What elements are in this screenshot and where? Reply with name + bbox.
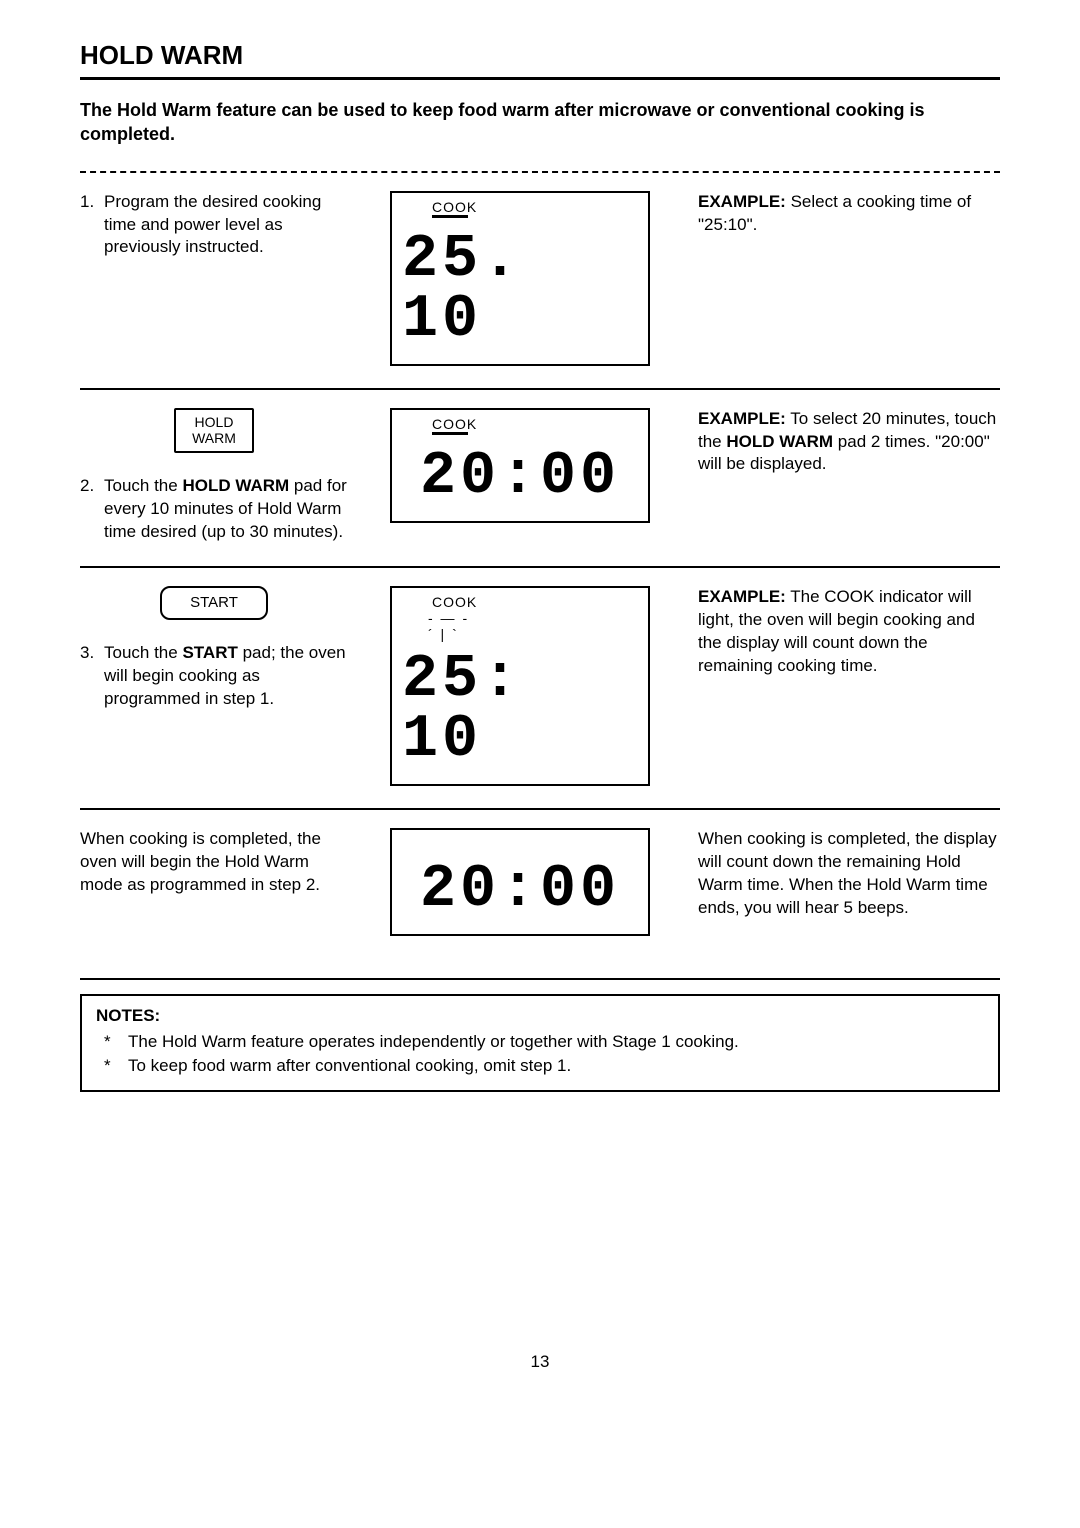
notes-title: NOTES: <box>96 1006 984 1026</box>
example-prefix: EXAMPLE: <box>698 409 786 428</box>
button-line: HOLD <box>192 414 236 431</box>
lcd-value: 25. 10 <box>402 224 638 354</box>
notes-list: The Hold Warm feature operates independe… <box>96 1030 984 1078</box>
step-right: EXAMPLE: The COOK indicator will light, … <box>680 586 1000 678</box>
lcd-label: COOK <box>432 199 477 215</box>
button-line: START <box>190 594 238 612</box>
lcd-value: 25: 10 <box>402 644 638 774</box>
lcd-display: 20:00 <box>390 828 650 936</box>
step-number: 1. <box>80 191 104 260</box>
lcd-display: COOK 20:00 <box>390 408 650 523</box>
lcd-value: 20:00 <box>420 441 620 511</box>
start-button[interactable]: START <box>160 586 268 620</box>
lcd-label: COOK <box>432 416 477 432</box>
step-row: START 3. Touch the START pad; the oven w… <box>80 566 1000 808</box>
lcd-underline <box>432 432 468 435</box>
example-prefix: EXAMPLE: <box>698 587 786 606</box>
step-text: Touch the HOLD WARM pad for every 10 min… <box>104 475 348 544</box>
step-left: When cooking is completed, the oven will… <box>80 828 360 897</box>
lcd-display: COOK - — -´ | ` 25: 10 <box>390 586 650 786</box>
example-prefix: EXAMPLE: <box>698 192 786 211</box>
step-row: 1. Program the desired cooking time and … <box>80 171 1000 388</box>
step-text: Touch the START pad; the oven will begin… <box>104 642 348 711</box>
step-text: Program the desired cooking time and pow… <box>104 191 348 260</box>
notes-box: NOTES: The Hold Warm feature operates in… <box>80 994 1000 1092</box>
step-number: 2. <box>80 475 104 544</box>
steps-container: 1. Program the desired cooking time and … <box>80 171 1000 958</box>
page-number: 13 <box>80 1352 1000 1372</box>
step-left: HOLD WARM 2. Touch the HOLD WARM pad for… <box>80 408 360 544</box>
divider <box>80 978 1000 980</box>
step-left: START 3. Touch the START pad; the oven w… <box>80 586 360 711</box>
hold-warm-button[interactable]: HOLD WARM <box>174 408 254 454</box>
page-title: HOLD WARM <box>80 40 1000 71</box>
step-mid: COOK 25. 10 <box>360 191 680 366</box>
step-row: When cooking is completed, the oven will… <box>80 808 1000 958</box>
step-left: 1. Program the desired cooking time and … <box>80 191 360 260</box>
intro-text: The Hold Warm feature can be used to kee… <box>80 98 1000 147</box>
lcd-value: 20:00 <box>420 854 620 924</box>
step-right: When cooking is completed, the display w… <box>680 828 1000 920</box>
button-line: WARM <box>192 430 236 447</box>
step-text: When cooking is completed, the oven will… <box>80 828 348 897</box>
step-right: EXAMPLE: To select 20 minutes, touch the… <box>680 408 1000 477</box>
step-right: EXAMPLE: Select a cooking time of "25:10… <box>680 191 1000 237</box>
step-mid: COOK 20:00 <box>360 408 680 523</box>
example-text: When cooking is completed, the display w… <box>698 829 997 917</box>
lcd-label: COOK <box>432 594 477 610</box>
step-row: HOLD WARM 2. Touch the HOLD WARM pad for… <box>80 388 1000 566</box>
lcd-underline <box>432 215 468 218</box>
step-mid: 20:00 <box>360 828 680 936</box>
lcd-rays-icon: - — -´ | ` <box>428 610 469 642</box>
step-mid: COOK - — -´ | ` 25: 10 <box>360 586 680 786</box>
step-number: 3. <box>80 642 104 711</box>
note-item: The Hold Warm feature operates independe… <box>96 1030 984 1054</box>
title-row: HOLD WARM <box>80 40 1000 80</box>
lcd-display: COOK 25. 10 <box>390 191 650 366</box>
page: HOLD WARM The Hold Warm feature can be u… <box>0 0 1080 1412</box>
note-item: To keep food warm after conventional coo… <box>96 1054 984 1078</box>
